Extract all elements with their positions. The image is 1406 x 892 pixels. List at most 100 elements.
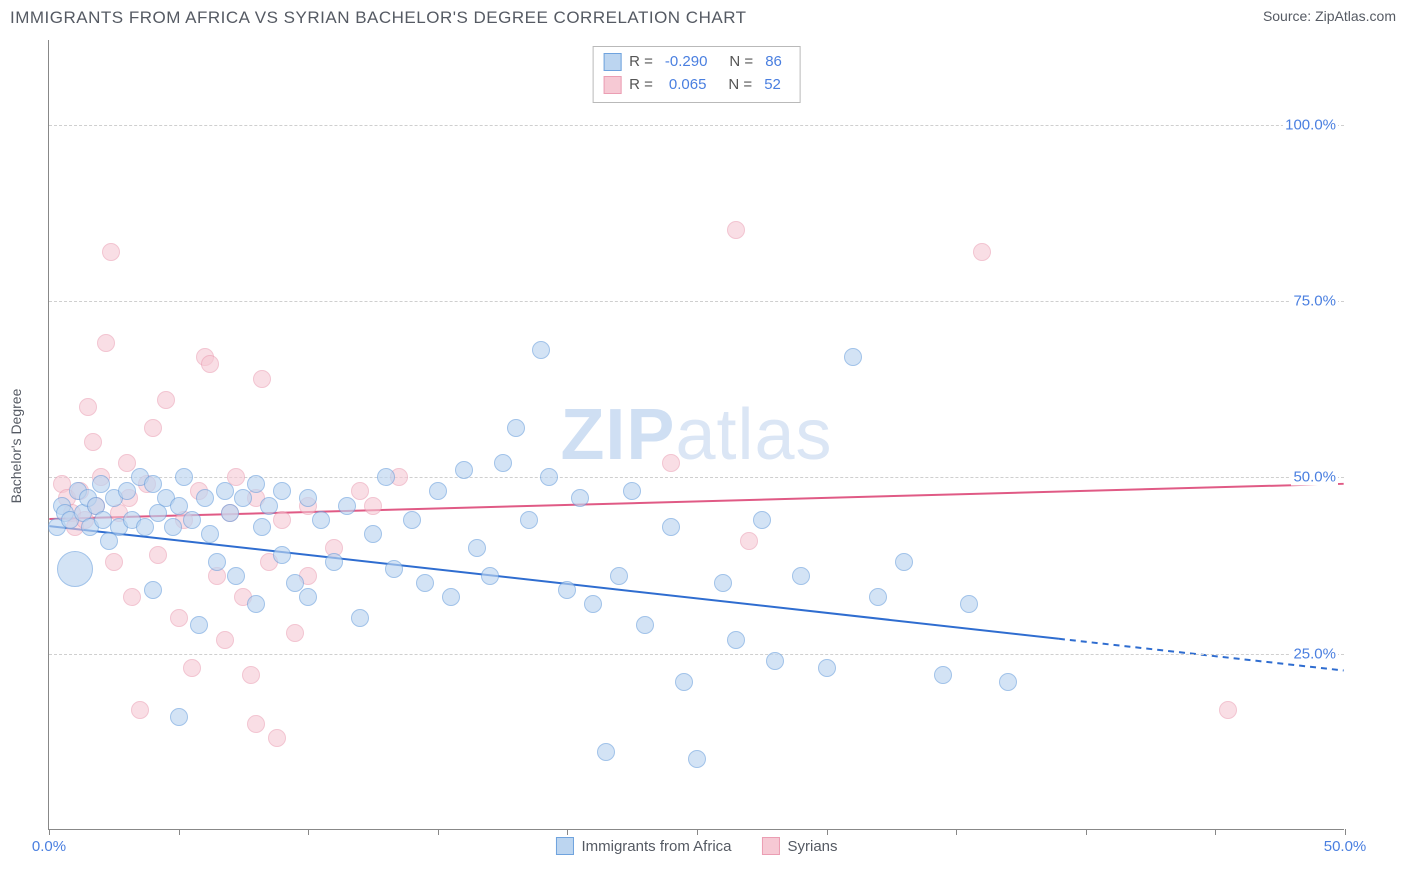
data-point bbox=[183, 511, 201, 529]
data-point bbox=[934, 666, 952, 684]
data-point bbox=[494, 454, 512, 472]
data-point bbox=[144, 419, 162, 437]
data-point bbox=[507, 419, 525, 437]
legend-swatch-icon bbox=[762, 837, 780, 855]
data-point bbox=[844, 348, 862, 366]
data-point bbox=[338, 497, 356, 515]
x-tick-mark bbox=[1086, 829, 1087, 835]
legend-item-2: Syrians bbox=[762, 837, 838, 855]
data-point bbox=[144, 581, 162, 599]
data-point bbox=[688, 750, 706, 768]
data-point bbox=[610, 567, 628, 585]
data-point bbox=[455, 461, 473, 479]
y-tick-label: 50.0% bbox=[1291, 469, 1338, 486]
n-label: N = bbox=[728, 74, 752, 97]
x-tick-mark bbox=[697, 829, 698, 835]
data-point bbox=[97, 334, 115, 352]
correlation-legend: R = -0.290 N = 86 R = 0.065 N = 52 bbox=[592, 46, 801, 103]
data-point bbox=[584, 595, 602, 613]
data-point bbox=[79, 398, 97, 416]
data-point bbox=[118, 482, 136, 500]
data-point bbox=[260, 497, 278, 515]
y-tick-label: 25.0% bbox=[1291, 645, 1338, 662]
y-tick-label: 75.0% bbox=[1291, 292, 1338, 309]
data-point bbox=[164, 518, 182, 536]
data-point bbox=[385, 560, 403, 578]
data-point bbox=[571, 489, 589, 507]
y-tick-label: 100.0% bbox=[1283, 116, 1338, 133]
legend-label: Syrians bbox=[788, 838, 838, 855]
data-point bbox=[273, 482, 291, 500]
data-point bbox=[597, 743, 615, 761]
data-point bbox=[740, 532, 758, 550]
legend-item-1: Immigrants from Africa bbox=[555, 837, 731, 855]
x-tick-mark bbox=[179, 829, 180, 835]
data-point bbox=[442, 588, 460, 606]
data-point bbox=[429, 482, 447, 500]
data-point bbox=[201, 525, 219, 543]
n-value: 86 bbox=[765, 51, 782, 74]
x-tick-label: 0.0% bbox=[32, 838, 66, 855]
data-point bbox=[714, 574, 732, 592]
legend-row-series-2: R = 0.065 N = 52 bbox=[603, 74, 786, 97]
gridline bbox=[49, 654, 1344, 655]
data-point bbox=[325, 553, 343, 571]
data-point bbox=[818, 659, 836, 677]
n-value: 52 bbox=[764, 74, 781, 97]
data-point bbox=[960, 595, 978, 613]
y-axis-label: Bachelor's Degree bbox=[8, 389, 24, 504]
data-point bbox=[377, 468, 395, 486]
data-point bbox=[201, 355, 219, 373]
data-point bbox=[247, 715, 265, 733]
data-point bbox=[208, 553, 226, 571]
data-point bbox=[216, 482, 234, 500]
gridline bbox=[49, 125, 1344, 126]
data-point bbox=[364, 497, 382, 515]
data-point bbox=[895, 553, 913, 571]
data-point bbox=[242, 666, 260, 684]
data-point bbox=[299, 588, 317, 606]
data-point bbox=[247, 475, 265, 493]
data-point bbox=[1219, 701, 1237, 719]
data-point bbox=[727, 221, 745, 239]
x-tick-mark bbox=[49, 829, 50, 835]
n-label: N = bbox=[729, 51, 753, 74]
legend-swatch-icon bbox=[555, 837, 573, 855]
r-value: -0.290 bbox=[665, 51, 708, 74]
data-point bbox=[247, 595, 265, 613]
data-point bbox=[273, 511, 291, 529]
data-point bbox=[662, 454, 680, 472]
x-tick-mark bbox=[956, 829, 957, 835]
chart-title: IMMIGRANTS FROM AFRICA VS SYRIAN BACHELO… bbox=[10, 8, 1396, 28]
data-point bbox=[183, 659, 201, 677]
data-point bbox=[364, 525, 382, 543]
data-point bbox=[481, 567, 499, 585]
x-tick-mark bbox=[1345, 829, 1346, 835]
data-point bbox=[520, 511, 538, 529]
data-point bbox=[468, 539, 486, 557]
series-legend: Immigrants from Africa Syrians bbox=[555, 837, 837, 855]
gridline bbox=[49, 301, 1344, 302]
x-tick-mark bbox=[827, 829, 828, 835]
data-point bbox=[312, 511, 330, 529]
legend-row-series-1: R = -0.290 N = 86 bbox=[603, 51, 786, 74]
data-point bbox=[190, 616, 208, 634]
trend-lines-layer bbox=[49, 40, 1344, 829]
data-point bbox=[727, 631, 745, 649]
legend-swatch-icon bbox=[603, 53, 621, 71]
data-point bbox=[196, 489, 214, 507]
data-point bbox=[216, 631, 234, 649]
data-point bbox=[999, 673, 1017, 691]
data-point bbox=[170, 609, 188, 627]
x-tick-mark bbox=[567, 829, 568, 835]
data-point bbox=[57, 551, 93, 587]
data-point bbox=[170, 708, 188, 726]
x-tick-label: 50.0% bbox=[1324, 838, 1367, 855]
data-point bbox=[753, 511, 771, 529]
data-point bbox=[869, 588, 887, 606]
data-point bbox=[105, 553, 123, 571]
watermark: ZIPatlas bbox=[560, 394, 832, 476]
legend-swatch-icon bbox=[603, 76, 621, 94]
r-label: R = bbox=[629, 51, 653, 74]
data-point bbox=[136, 518, 154, 536]
